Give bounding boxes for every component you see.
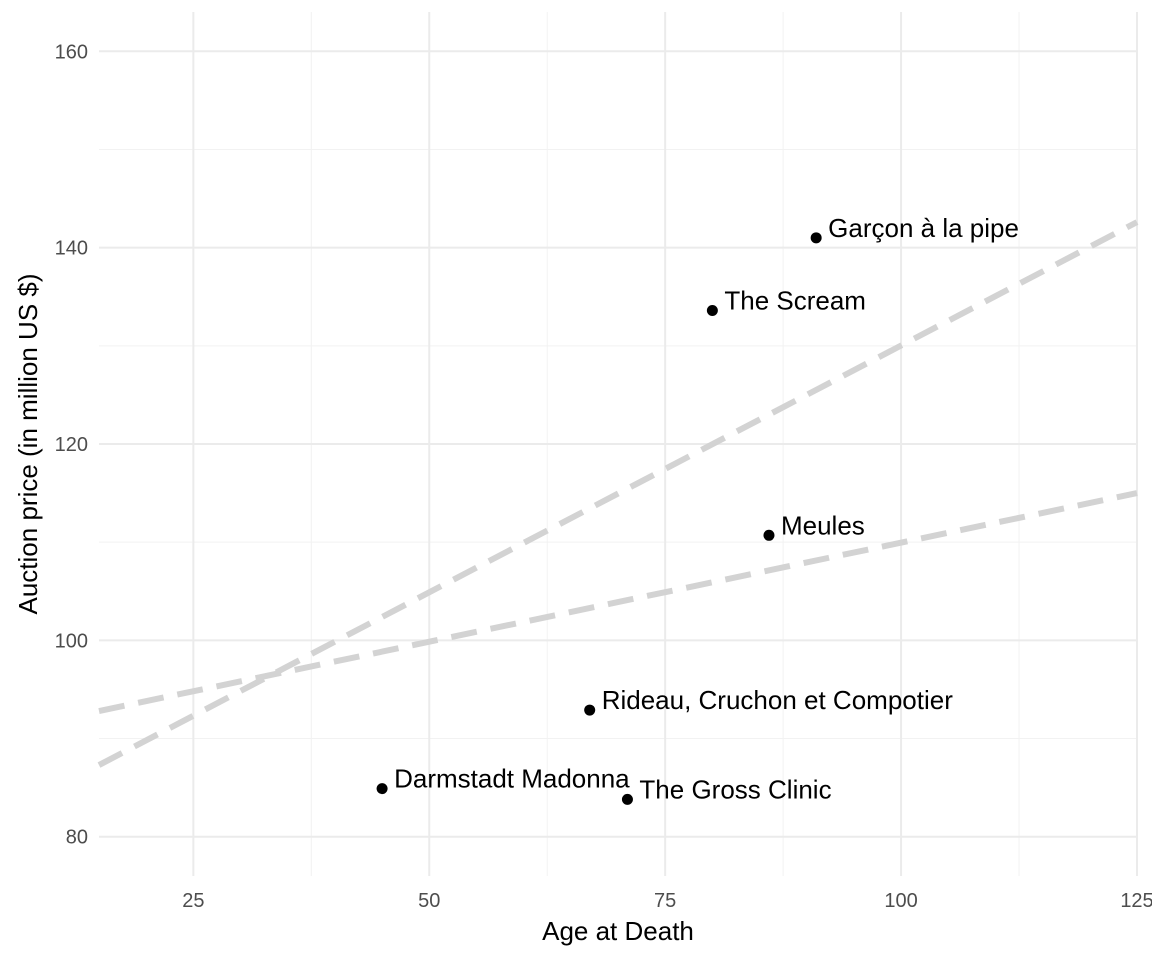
major-gridlines (99, 12, 1138, 876)
y-axis-title: Auction price (in million US $) (13, 273, 43, 614)
y-tick-label: 160 (55, 41, 88, 63)
x-tick-label: 75 (654, 890, 676, 912)
y-tick-label: 120 (55, 434, 88, 456)
data-point-3 (763, 529, 775, 541)
point-label-6: The Gross Clinic (639, 774, 831, 804)
point-label-1: Garçon à la pipe (828, 213, 1019, 243)
y-axis-tick-labels: 80 100 120 140 160 (55, 41, 88, 848)
point-label-3: Meules (781, 510, 865, 540)
x-tick-label: 50 (418, 890, 440, 912)
point-label-5: Darmstadt Madonna (394, 764, 630, 794)
minor-gridlines (99, 12, 1137, 876)
point-labels: Garçon à la pipe The Scream Meules Rideau, … (394, 213, 1019, 805)
data-point-6 (621, 793, 633, 805)
y-tick-label: 80 (66, 827, 88, 849)
y-tick-label: 100 (55, 630, 88, 652)
data-points (376, 232, 822, 805)
x-tick-label: 125 (1120, 890, 1152, 912)
data-point-1 (810, 232, 822, 244)
trend-line-1 (97, 219, 1139, 768)
data-point-4 (584, 704, 596, 716)
point-label-4: Rideau, Cruchon et Compotier (602, 685, 954, 715)
x-axis-tick-labels: 25 50 75 100 125 (182, 890, 1152, 912)
data-point-2 (706, 304, 718, 316)
trend-lines (97, 219, 1139, 768)
x-axis-title: Age at Death (542, 916, 694, 946)
x-tick-label: 25 (182, 890, 204, 912)
point-label-2: The Scream (724, 285, 866, 315)
trend-line-2 (98, 490, 1138, 714)
x-tick-label: 100 (884, 890, 917, 912)
y-tick-label: 140 (55, 238, 88, 260)
data-point-5 (376, 783, 388, 795)
